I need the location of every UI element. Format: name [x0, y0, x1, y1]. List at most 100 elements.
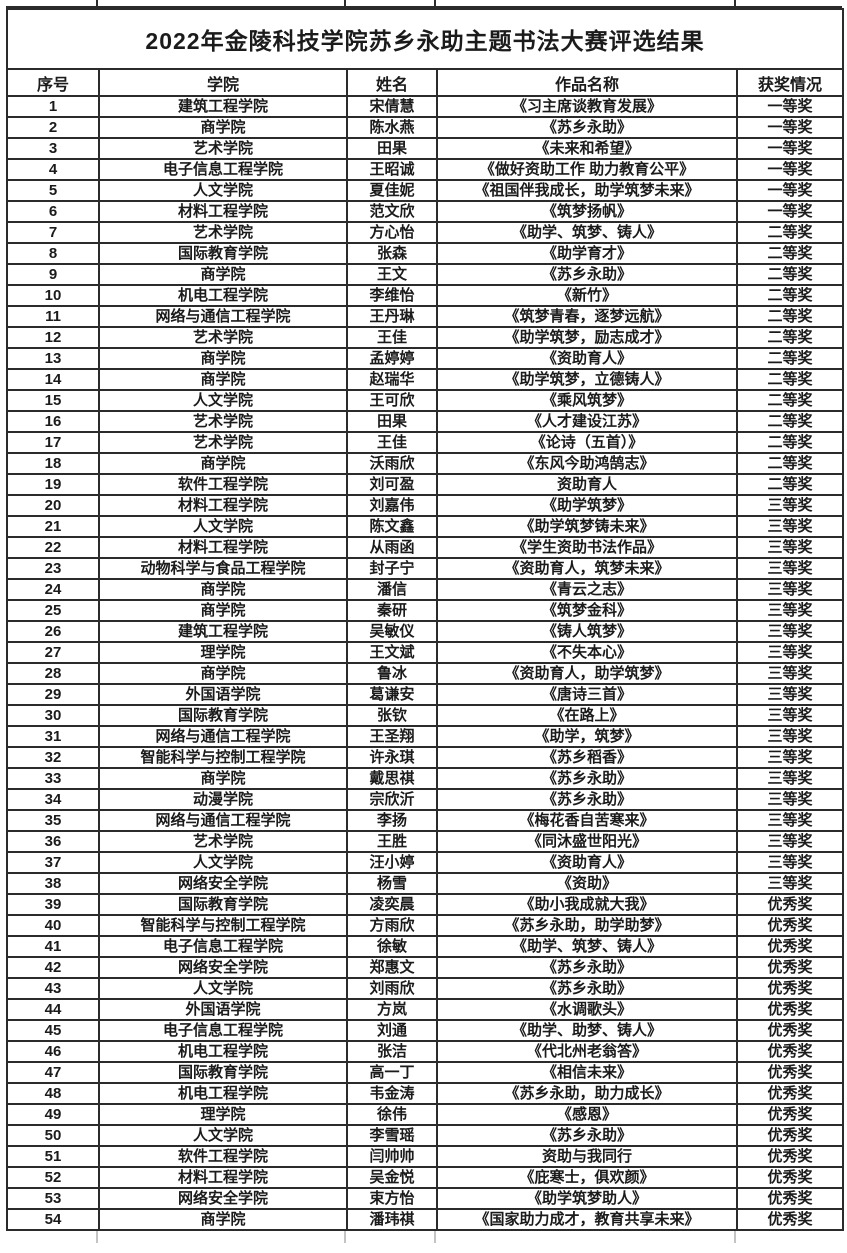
cell-index: 6 [6, 200, 100, 223]
cell-award: 优秀奖 [735, 1166, 845, 1189]
cell-award: 三等奖 [735, 641, 845, 664]
cell-name: 方心怡 [346, 221, 438, 244]
cell-college: 机电工程学院 [98, 1082, 348, 1105]
cell-college: 人文学院 [98, 851, 348, 874]
cell-work: 《筑梦金科》 [436, 599, 738, 622]
cell-index: 33 [6, 767, 100, 790]
table-row: 37 人文学院 汪小婷 《资助育人》 三等奖 [6, 851, 845, 874]
cell-name: 王佳 [346, 431, 438, 454]
cell-name: 张钦 [346, 704, 438, 727]
cell-college: 材料工程学院 [98, 536, 348, 559]
table-row: 34 动漫学院 宗欣沂 《苏乡永助》 三等奖 [6, 788, 845, 811]
cell-college: 软件工程学院 [98, 473, 348, 496]
cell-college: 材料工程学院 [98, 494, 348, 517]
cell-award: 一等奖 [735, 158, 845, 181]
cell-name: 李维怡 [346, 284, 438, 307]
cell-award: 三等奖 [735, 620, 845, 643]
table-row: 29 外国语学院 葛谦安 《唐诗三首》 三等奖 [6, 683, 845, 706]
table-row: 44 外国语学院 方岚 《水调歌头》 优秀奖 [6, 998, 845, 1021]
cell-award: 三等奖 [735, 683, 845, 706]
cell-college: 动漫学院 [98, 788, 348, 811]
cell-college: 商学院 [98, 452, 348, 475]
cell-work: 《学生资助书法作品》 [436, 536, 738, 559]
cell-college: 国际教育学院 [98, 242, 348, 265]
cell-award: 二等奖 [735, 368, 845, 391]
cell-index: 27 [6, 641, 100, 664]
cell-college: 艺术学院 [98, 221, 348, 244]
cell-award: 优秀奖 [735, 1040, 845, 1063]
cell-index: 5 [6, 179, 100, 202]
cell-name: 潘信 [346, 578, 438, 601]
cell-work: 《助学筑梦，励志成才》 [436, 326, 738, 349]
cell-index: 40 [6, 914, 100, 937]
cell-work: 《铸人筑梦》 [436, 620, 738, 643]
grid-line [434, 1231, 436, 1243]
table-row: 12 艺术学院 王佳 《助学筑梦，励志成才》 二等奖 [6, 326, 845, 349]
cell-index: 48 [6, 1082, 100, 1105]
table-row: 39 国际教育学院 凌奕晨 《助小我成就大我》 优秀奖 [6, 893, 845, 916]
cell-index: 46 [6, 1040, 100, 1063]
cell-college: 商学院 [98, 368, 348, 391]
cell-name: 汪小婷 [346, 851, 438, 874]
cell-college: 理学院 [98, 1103, 348, 1126]
cell-name: 刘雨欣 [346, 977, 438, 1000]
cell-index: 50 [6, 1124, 100, 1147]
cell-name: 沃雨欣 [346, 452, 438, 475]
table-row: 16 艺术学院 田果 《人才建设江苏》 二等奖 [6, 410, 845, 433]
cell-award: 三等奖 [735, 494, 845, 517]
results-table: 2022年金陵科技学院苏乡永助主题书法大赛评选结果 序号 学院 姓名 作品名称 … [5, 8, 845, 1231]
cell-college: 软件工程学院 [98, 1145, 348, 1168]
cell-college: 国际教育学院 [98, 1061, 348, 1084]
cell-college: 网络与通信工程学院 [98, 305, 348, 328]
cell-name: 王可欣 [346, 389, 438, 412]
column-header-award: 获奖情况 [735, 68, 845, 97]
cell-index: 1 [6, 95, 100, 118]
grid-line [734, 1231, 736, 1243]
table-row: 51 软件工程学院 闫帅帅 资助与我同行 优秀奖 [6, 1145, 845, 1168]
cell-name: 范文欣 [346, 200, 438, 223]
cell-college: 智能科学与控制工程学院 [98, 914, 348, 937]
cell-name: 陈文鑫 [346, 515, 438, 538]
cell-college: 外国语学院 [98, 683, 348, 706]
cell-name: 孟婷婷 [346, 347, 438, 370]
cell-work: 《未来和希望》 [436, 137, 738, 160]
grid-line [344, 0, 346, 6]
cell-index: 54 [6, 1208, 100, 1231]
cell-name: 吴敏仪 [346, 620, 438, 643]
cell-college: 网络与通信工程学院 [98, 725, 348, 748]
cell-name: 王丹琳 [346, 305, 438, 328]
cell-work: 《苏乡永助》 [436, 956, 738, 979]
cell-name: 刘可盈 [346, 473, 438, 496]
cell-award: 三等奖 [735, 767, 845, 790]
cell-name: 刘嘉伟 [346, 494, 438, 517]
cell-work: 《助小我成就大我》 [436, 893, 738, 916]
cell-award: 优秀奖 [735, 1082, 845, 1105]
results-table-body: 1 建筑工程学院 宋倩慧 《习主席谈教育发展》 一等奖 2 商学院 陈水燕 《苏乡永助》 一等奖 3… [6, 95, 845, 1231]
cell-name: 韦金涛 [346, 1082, 438, 1105]
cell-work: 《助学、筑梦、铸人》 [436, 935, 738, 958]
cell-work: 《苏乡永助》 [436, 116, 738, 139]
table-row: 24 商学院 潘信 《青云之志》 三等奖 [6, 578, 845, 601]
table-row: 23 动物科学与食品工程学院 封子宁 《资助育人，筑梦未来》 三等奖 [6, 557, 845, 580]
cell-name: 杨雪 [346, 872, 438, 895]
cell-work: 《助学筑梦助人》 [436, 1187, 738, 1210]
cell-award: 三等奖 [735, 704, 845, 727]
cell-college: 人文学院 [98, 1124, 348, 1147]
cell-work: 《同沐盛世阳光》 [436, 830, 738, 853]
cell-index: 29 [6, 683, 100, 706]
cell-name: 鲁冰 [346, 662, 438, 685]
cell-work: 《论诗（五首）》 [436, 431, 738, 454]
cell-college: 网络安全学院 [98, 956, 348, 979]
cell-index: 7 [6, 221, 100, 244]
cell-index: 13 [6, 347, 100, 370]
cell-award: 一等奖 [735, 200, 845, 223]
cell-name: 田果 [346, 137, 438, 160]
cell-index: 36 [6, 830, 100, 853]
cell-index: 28 [6, 662, 100, 685]
cell-award: 优秀奖 [735, 1019, 845, 1042]
cell-work: 《资助》 [436, 872, 738, 895]
cell-college: 艺术学院 [98, 137, 348, 160]
cell-index: 17 [6, 431, 100, 454]
cell-work: 《感恩》 [436, 1103, 738, 1126]
grid-line [344, 1231, 346, 1243]
